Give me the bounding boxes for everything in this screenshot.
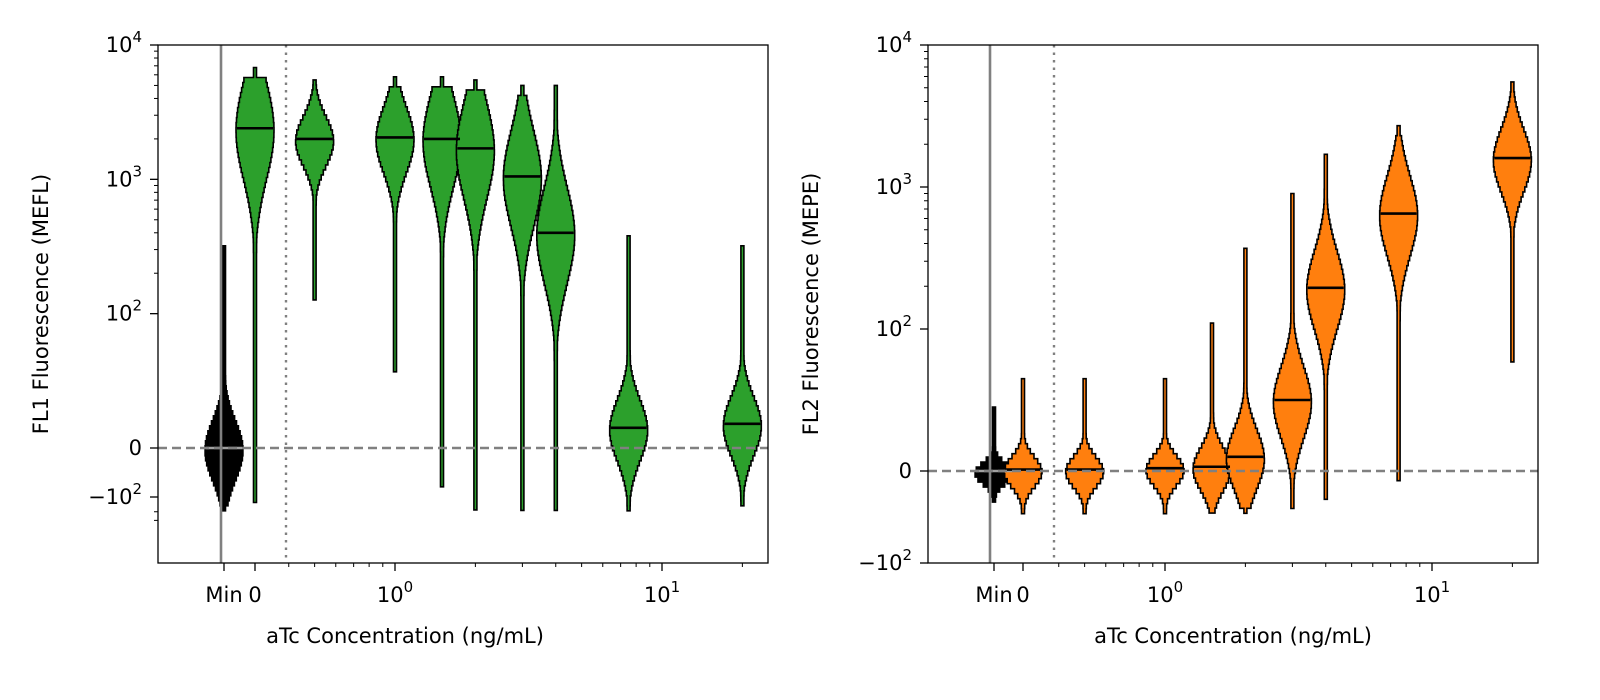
y-tick-label-4: −102 <box>858 546 912 575</box>
median-markers <box>976 156 1531 473</box>
violin-0 <box>204 245 244 512</box>
violin-2 <box>294 79 335 301</box>
y-tick-label-2: 102 <box>876 312 912 341</box>
x-axis-label: aTc Concentration (ng/mL) <box>266 624 544 648</box>
violin-7 <box>536 84 576 512</box>
x-tick-label-0: Min <box>975 583 1012 607</box>
y-tick-label-3: 0 <box>129 436 142 460</box>
y-axis-ticks: 104 103 102 0 −102 <box>858 28 928 575</box>
x-tick-label-2: 100 <box>377 578 413 607</box>
x-tick-label-1: 0 <box>248 583 261 607</box>
x-tick-label-3: 101 <box>644 578 680 607</box>
x-axis-ticks: Min 0 100 101 <box>975 563 1513 607</box>
plot-frame <box>157 44 769 564</box>
x-axis-ticks: Min 0 100 101 <box>205 563 743 607</box>
violin-1 <box>235 66 275 504</box>
violin-9 <box>1492 81 1533 363</box>
violin-4 <box>422 76 462 488</box>
y-tick-label-0: 104 <box>876 28 912 57</box>
x-tick-label-3: 101 <box>1414 578 1450 607</box>
x-tick-label-2: 100 <box>1147 578 1183 607</box>
x-tick-label-1: 0 <box>1016 583 1029 607</box>
violin-6 <box>502 84 543 512</box>
violin-5 <box>455 79 496 511</box>
violin-0 <box>974 406 1014 503</box>
y-axis-label: FL2 Fluorescence (MEPE) <box>799 173 823 436</box>
x-tick-label-0: Min <box>205 583 242 607</box>
plot-frame <box>927 44 1539 564</box>
violin-2 <box>1064 377 1105 515</box>
y-tick-label-1: 103 <box>106 162 142 191</box>
y-tick-label-1: 103 <box>876 170 912 199</box>
y-axis-label: FL1 Fluorescence (MEFL) <box>29 174 53 434</box>
violin-3 <box>375 76 415 373</box>
x-axis-label: aTc Concentration (ng/mL) <box>1094 624 1372 648</box>
violin-6 <box>1272 192 1313 510</box>
violins <box>204 66 763 512</box>
violin-8 <box>608 235 649 512</box>
violin-9 <box>722 245 763 507</box>
violin-3 <box>1145 377 1185 515</box>
violin-1 <box>1003 377 1043 515</box>
median-markers <box>206 126 761 450</box>
y-tick-label-4: −102 <box>88 480 142 509</box>
y-tick-label-3: 0 <box>899 459 912 483</box>
y-tick-label-0: 104 <box>106 28 142 57</box>
y-tick-label-2: 102 <box>106 297 142 326</box>
y-axis-ticks: 104 103 102 0 −102 <box>88 28 158 521</box>
violin-7 <box>1306 153 1346 501</box>
violin-5 <box>1225 247 1266 515</box>
